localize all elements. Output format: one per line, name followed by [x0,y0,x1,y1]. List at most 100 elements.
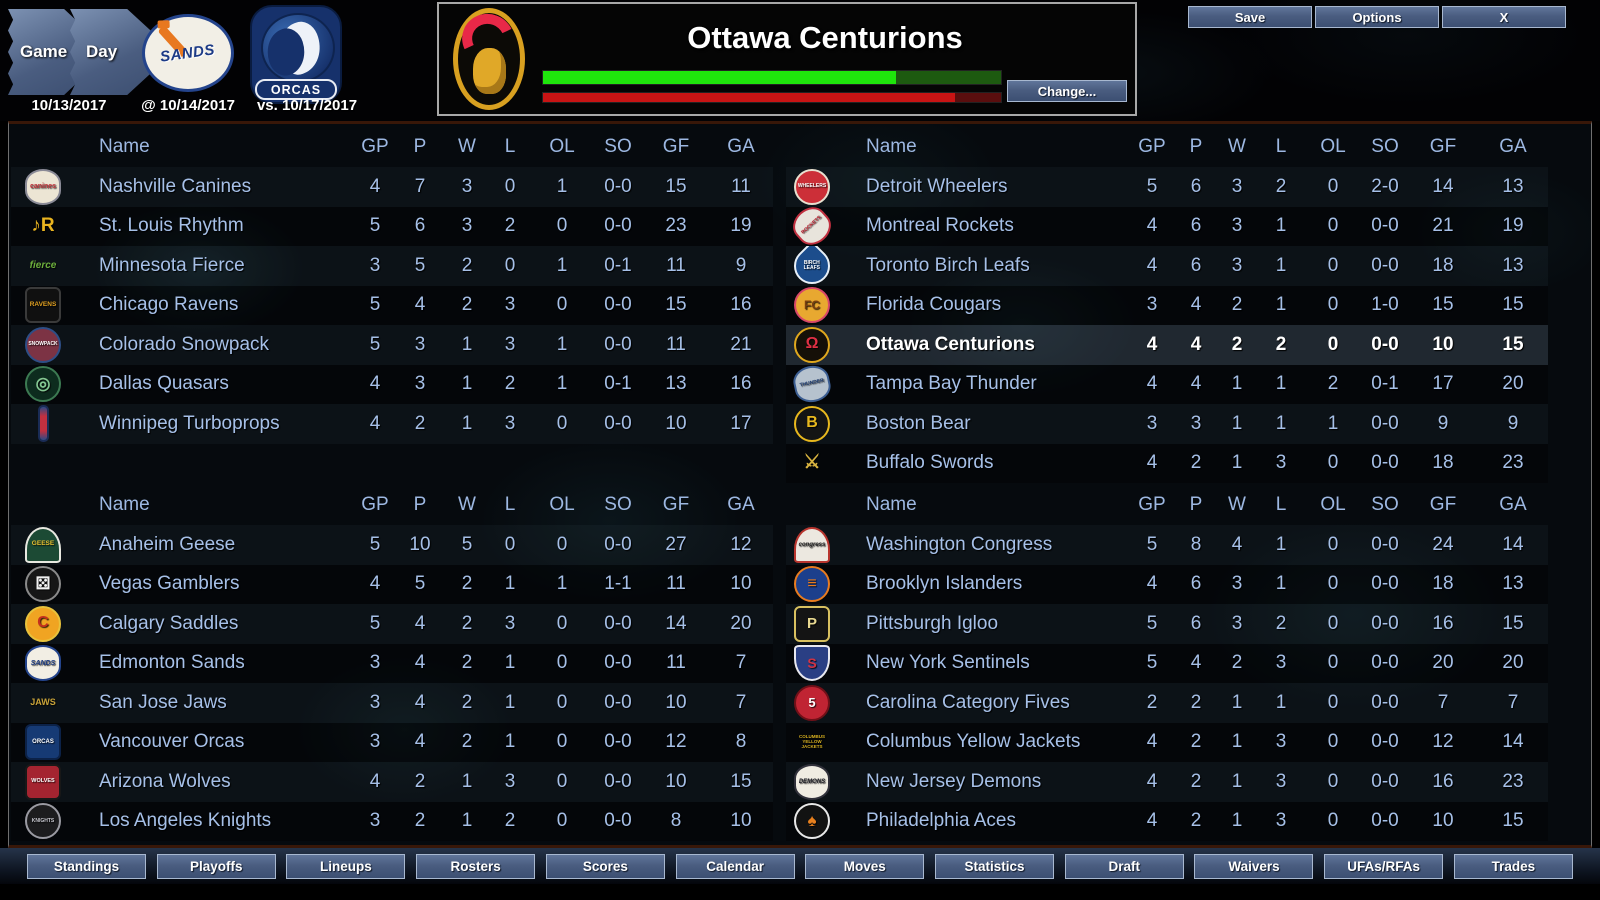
following-opponent-logo[interactable]: ORCAS [250,5,342,104]
standings-row[interactable]: WHEELERS Detroit Wheelers 5 6 3 2 0 2-0 14 13 [786,167,1548,207]
stat-value: 7 [735,652,747,674]
stat-value: 8 [735,731,747,753]
stat-value: 8 [1190,533,1202,555]
stat-value: 21 [1432,215,1454,237]
standings-row[interactable]: ♪R St. Louis Rhythm 5 6 3 2 0 0-0 23 19 [11,206,773,246]
standings-row[interactable]: JAWS San Jose Jaws 3 4 2 1 0 0-0 10 7 [11,683,773,723]
column-header: W [458,494,476,515]
standings-row[interactable]: 5 Carolina Category Fives 2 2 1 1 0 0-0 7 7 [786,683,1548,723]
team-name: Minnesota Fierce [99,254,245,276]
edmonton-sands-logo: SANDS [25,645,61,682]
day-button-label: Day [86,42,118,61]
standings-row[interactable]: ORCAS Vancouver Orcas 3 4 2 1 0 0-0 12 8 [11,722,773,763]
standings-row[interactable]: canines Nashville Canines 4 7 3 0 1 0-0 15 11 [11,167,773,207]
standings-row[interactable]: GEESE Anaheim Geese 5 10 5 0 0 0-0 27 12 [11,525,773,565]
team-logo-cell: FC [786,286,838,326]
stat-value: 0-0 [1371,691,1399,713]
dallas-quasars-logo: ◎ [25,366,61,403]
column-header: GF [1429,494,1457,515]
column-header: GP [1138,136,1166,157]
nav-calendar[interactable]: Calendar [675,853,795,879]
options-button[interactable]: Options [1315,6,1439,28]
standings-row[interactable]: ⚄ Vegas Gamblers 4 5 2 1 1 1-1 11 10 [11,564,773,604]
stat-value: 2 [414,810,426,832]
stat-value: 20 [1432,652,1454,674]
nav-standings[interactable]: Standings [27,853,146,879]
standings-row[interactable]: DEMONS New Jersey Demons 4 2 1 3 0 0-0 16 23 [786,762,1548,802]
nav-lineups[interactable]: Lineups [286,853,406,879]
standings-row[interactable]: C Calgary Saddles 5 4 2 3 0 0-0 14 20 [11,604,773,644]
stat-value: 10 [730,810,752,832]
stat-value: 1 [1275,412,1287,434]
team-logo-cell: THUNDER [786,364,838,404]
standings-row[interactable]: SNOWPACK Colorado Snowpack 5 3 1 3 1 0-0 11 21 [11,325,773,365]
team-name: St. Louis Rhythm [99,215,244,237]
standings-row[interactable]: fierce Minnesota Fierce 3 5 2 0 1 0-1 11 9 [11,246,773,286]
team-logo-cell: ORCAS [11,723,75,763]
stat-value: 3 [369,731,381,753]
stat-value: 1 [1231,691,1243,713]
column-header: Name [99,136,150,157]
toronto-birch-leafs-logo: BIRCH LEAFS [786,246,838,286]
nav-scores[interactable]: Scores [545,853,665,879]
stat-value: 23 [1502,770,1524,792]
stat-value: 15 [665,175,687,197]
nav-playoffs[interactable]: Playoffs [156,853,276,879]
team-name: Carolina Category Fives [866,691,1070,713]
stat-value: 0 [504,254,516,276]
standings-row[interactable]: congress Washington Congress 5 8 4 1 0 0-0 24 14 [786,525,1548,565]
stat-value: 10 [409,533,431,555]
standings-row[interactable]: P Pittsburgh Igloo 5 6 3 2 0 0-0 16 15 [786,604,1548,644]
standings-row[interactable]: S New York Sentinels 5 4 2 3 0 0-0 20 20 [786,643,1548,683]
standings-row[interactable]: Ω Ottawa Centurions 4 4 2 2 0 0-0 10 15 [786,325,1548,365]
standings-row[interactable]: RAVENS Chicago Ravens 5 4 2 3 0 0-0 15 16 [11,285,773,325]
nav-trades[interactable]: Trades [1453,853,1573,879]
philadelphia-aces-logo: ♠ [794,803,830,840]
stat-value: 3 [1275,452,1287,474]
stat-value: 0 [504,175,516,197]
stat-value: 0 [556,533,568,555]
standings-row[interactable]: ⚔ Buffalo Swords 4 2 1 3 0 0-0 18 23 [786,443,1548,483]
standings-row[interactable]: FC Florida Cougars 3 4 2 1 0 1-0 15 15 [786,285,1548,326]
nav-moves[interactable]: Moves [805,853,925,879]
stat-value: 9 [1507,412,1519,434]
column-header: OL [549,494,575,515]
stat-value: 13 [665,373,687,395]
standings-row[interactable]: COLUMBUS YELLOW JACKETS Columbus Yellow J… [786,722,1548,762]
stat-value: 3 [1275,770,1287,792]
stat-value: 0 [1327,612,1339,634]
standings-panel: Name GP P W L OL SO GF GA canines Nashville Canine… [8,121,1592,848]
column-header: L [1275,494,1287,515]
stat-value: 0 [556,652,568,674]
standings-row[interactable]: Winnipeg Turboprops 4 2 1 3 0 0-0 10 17 [11,404,773,444]
stat-value: 15 [1502,294,1524,316]
colorado-snowpack-logo: SNOWPACK [25,326,61,363]
save-button[interactable]: Save [1188,6,1312,28]
change-team-button[interactable]: Change... [1007,80,1127,102]
stat-value: 1 [556,254,568,276]
stat-value: 3 [414,333,426,355]
standings-row[interactable]: THUNDER Tampa Bay Thunder 4 4 1 1 2 0-1 17 20 [786,364,1548,404]
standings-row[interactable]: KNIGHTS Los Angeles Knights 3 2 1 2 0 0-0 8 10 [11,801,773,841]
close-button[interactable]: X [1442,6,1566,28]
standings-row[interactable]: ♠ Philadelphia Aces 4 2 1 3 0 0-0 10 15 [786,801,1548,841]
stat-value: 0 [556,412,568,434]
standings-row[interactable]: SANDS Edmonton Sands 3 4 2 1 0 0-0 11 7 [11,643,773,683]
nav-rosters[interactable]: Rosters [416,853,536,879]
next-opponent-logo[interactable]: SANDS [142,14,234,92]
stat-value: 20 [1502,652,1524,674]
stat-value: 3 [414,373,426,395]
standings-row[interactable]: ≡ Brooklyn Islanders 4 6 3 1 0 0-0 18 13 [786,564,1548,604]
nav-ufas-rfas[interactable]: UFAs/RFAs [1324,853,1444,879]
nav-statistics[interactable]: Statistics [935,853,1055,879]
standings-row[interactable]: ROCKETS Montreal Rockets 4 6 3 1 0 0-0 21 19 [786,206,1548,246]
stat-value: 13 [1502,573,1524,595]
nav-waivers[interactable]: Waivers [1194,853,1314,879]
standings-row[interactable]: B Boston Bear 3 3 1 1 1 0-0 9 9 [786,404,1548,444]
standings-row[interactable]: WOLVES Arizona Wolves 4 2 1 3 0 0-0 10 15 [11,762,773,802]
nav-draft[interactable]: Draft [1064,853,1184,879]
standings-row[interactable]: BIRCH LEAFS Toronto Birch Leafs 4 6 3 1 0 0-0 18… [786,246,1548,286]
column-header: GA [1499,494,1527,515]
stat-value: 2 [1190,452,1202,474]
standings-row[interactable]: ◎ Dallas Quasars 4 3 1 2 1 0-1 13 16 [11,364,773,404]
